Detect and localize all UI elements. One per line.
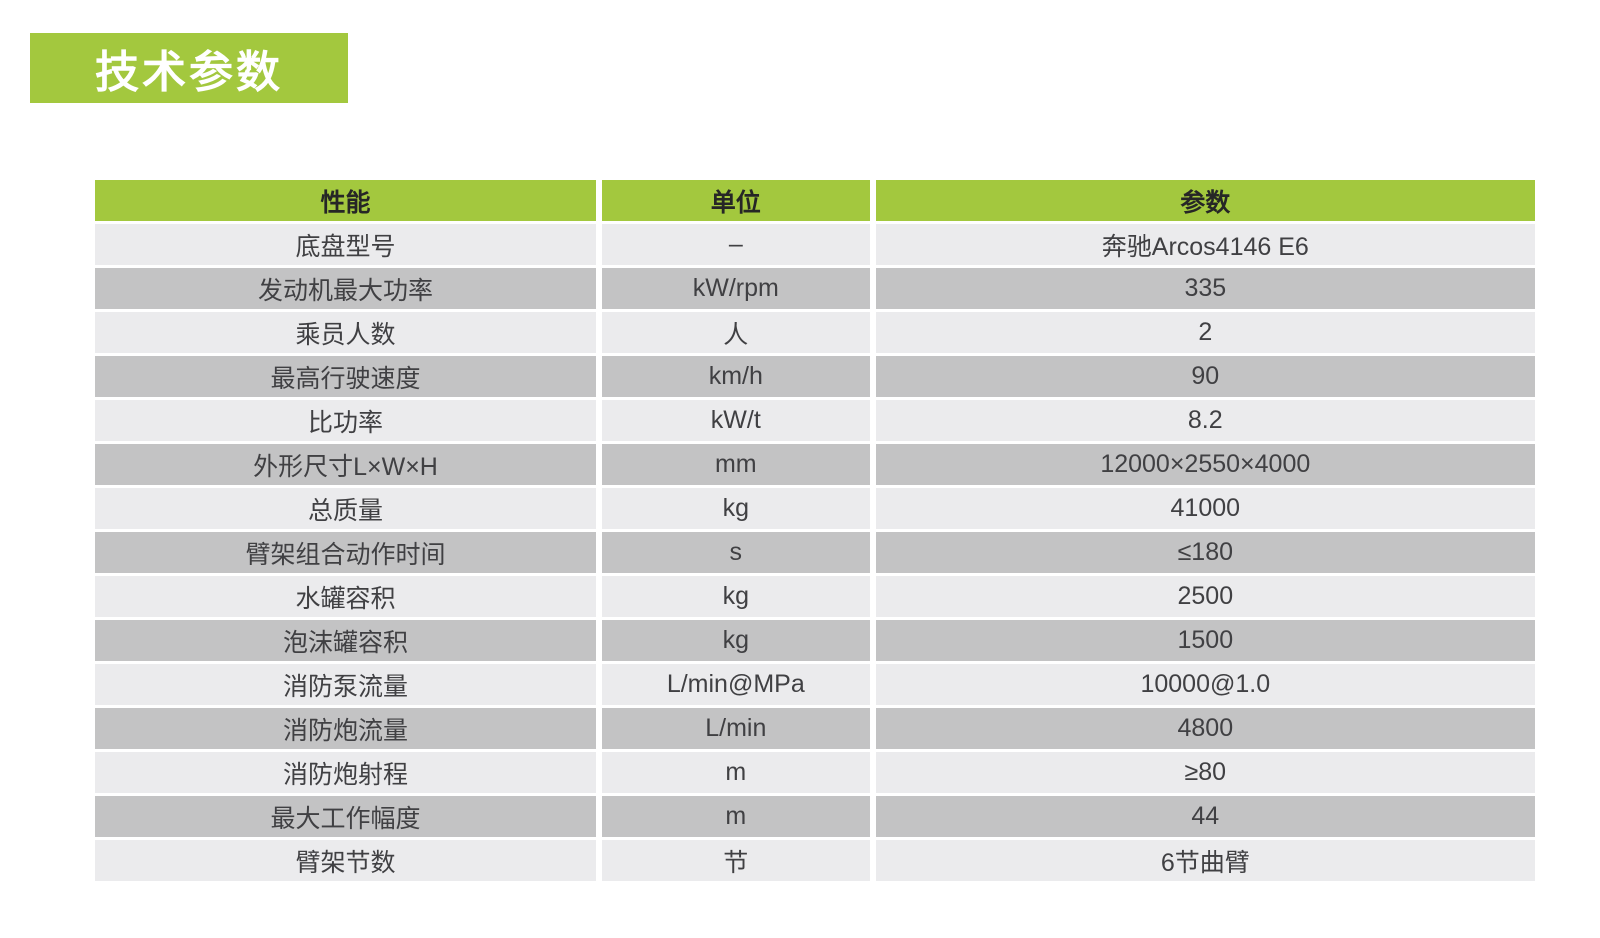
spec-name-cell: 最大工作幅度 (95, 794, 599, 840)
table-row: 消防泵流量 L/min@MPa 10000@1.0 (95, 662, 1535, 708)
spec-unit-cell: s (596, 530, 873, 576)
spec-value-cell: 4800 (869, 706, 1535, 752)
table-row: 最大工作幅度 m 44 (95, 794, 1535, 840)
spec-value-cell: 6节曲臂 (869, 838, 1535, 884)
spec-name-cell: 消防泵流量 (95, 662, 599, 708)
spec-value-cell: 1500 (869, 618, 1535, 664)
spec-table: 性能 单位 参数 底盘型号 – 奔驰Arcos4146 E6 发动机最大功率 kW/rp… (95, 180, 1535, 884)
spec-unit-cell: km/h (596, 354, 873, 400)
table-row: 乘员人数人 2 (95, 310, 1535, 356)
spec-name-cell: 水罐容积 (95, 574, 599, 620)
spec-table-body: 底盘型号 – 奔驰Arcos4146 E6 发动机最大功率 kW/rpm 335 乘员人数人… (95, 222, 1535, 884)
spec-value-cell: 8.2 (869, 398, 1535, 444)
spec-value-cell: 335 (869, 266, 1535, 312)
spec-name-cell: 乘员人数 (95, 310, 599, 356)
spec-table-container: 性能 单位 参数 底盘型号 – 奔驰Arcos4146 E6 发动机最大功率 kW/rp… (95, 180, 1535, 884)
column-header-unit: 单位 (596, 180, 873, 224)
column-header-parameter: 参数 (869, 180, 1535, 224)
spec-unit-cell: kW/t (596, 398, 873, 444)
spec-unit-cell: L/min (596, 706, 873, 752)
table-row: 外形尺寸L×W×H mm 12000×2550×4000 (95, 442, 1535, 488)
table-row: 底盘型号 – 奔驰Arcos4146 E6 (95, 222, 1535, 268)
spec-name-cell: 外形尺寸L×W×H (95, 442, 599, 488)
spec-name-cell: 消防炮射程 (95, 750, 599, 796)
spec-value-cell: 44 (869, 794, 1535, 840)
table-row: 总质量 kg 41000 (95, 486, 1535, 532)
table-row: 比功率 kW/t 8.2 (95, 398, 1535, 444)
spec-unit-cell: – (596, 222, 873, 268)
spec-unit-cell: mm (596, 442, 873, 488)
spec-value-cell: 奔驰Arcos4146 E6 (869, 222, 1535, 268)
spec-unit-cell: kW/rpm (596, 266, 873, 312)
spec-value-cell: 2500 (869, 574, 1535, 620)
spec-name-cell: 泡沫罐容积 (95, 618, 599, 664)
spec-name-cell: 比功率 (95, 398, 599, 444)
spec-value-cell: 90 (869, 354, 1535, 400)
table-header-row: 性能 单位 参数 (95, 180, 1535, 224)
spec-name-cell: 总质量 (95, 486, 599, 532)
spec-value-cell: 12000×2550×4000 (869, 442, 1535, 488)
table-row: 泡沫罐容积 kg 1500 (95, 618, 1535, 664)
spec-unit-cell: m (596, 794, 873, 840)
spec-unit-cell: m (596, 750, 873, 796)
section-title-badge: 技术参数 (30, 33, 348, 103)
table-row: 最高行驶速度 km/h 90 (95, 354, 1535, 400)
spec-value-cell: 2 (869, 310, 1535, 356)
spec-unit-cell: 节 (596, 838, 873, 884)
spec-unit-cell: 人 (596, 310, 873, 356)
spec-unit-cell: kg (596, 486, 873, 532)
table-row: 消防炮射程 m ≥80 (95, 750, 1535, 796)
spec-name-cell: 消防炮流量 (95, 706, 599, 752)
spec-unit-cell: kg (596, 574, 873, 620)
spec-name-cell: 臂架节数 (95, 838, 599, 884)
table-row: 消防炮流量 L/min 4800 (95, 706, 1535, 752)
spec-value-cell: 41000 (869, 486, 1535, 532)
spec-unit-cell: kg (596, 618, 873, 664)
spec-value-cell: 10000@1.0 (869, 662, 1535, 708)
table-row: 臂架组合动作时间 s ≤180 (95, 530, 1535, 576)
spec-value-cell: ≤180 (869, 530, 1535, 576)
spec-name-cell: 臂架组合动作时间 (95, 530, 599, 576)
table-row: 发动机最大功率 kW/rpm 335 (95, 266, 1535, 312)
spec-unit-cell: L/min@MPa (596, 662, 873, 708)
spec-name-cell: 底盘型号 (95, 222, 599, 268)
section-title: 技术参数 (95, 48, 283, 97)
table-row: 水罐容积 kg 2500 (95, 574, 1535, 620)
column-header-performance: 性能 (95, 180, 599, 224)
table-row: 臂架节数节 6节曲臂 (95, 838, 1535, 884)
spec-name-cell: 发动机最大功率 (95, 266, 599, 312)
spec-name-cell: 最高行驶速度 (95, 354, 599, 400)
spec-value-cell: ≥80 (869, 750, 1535, 796)
